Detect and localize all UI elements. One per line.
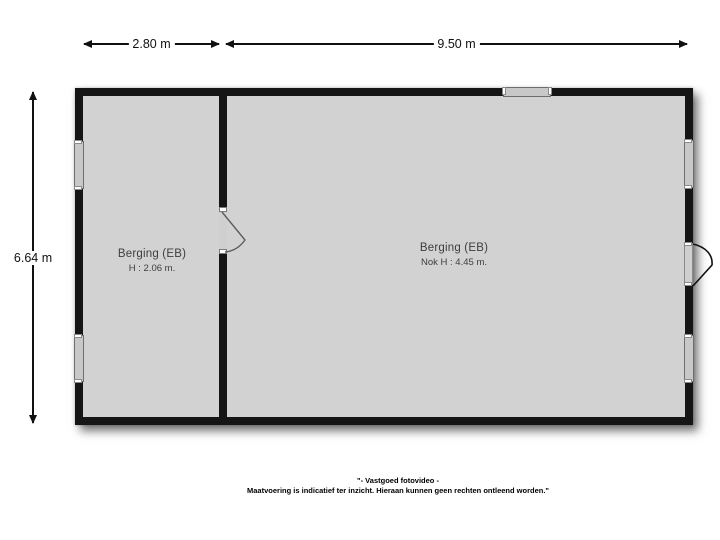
window-jamb-marker <box>74 334 82 338</box>
disclaimer-line2: Maatvoering is indicatief ter inzicht. H… <box>247 485 549 495</box>
arrow-left-icon <box>225 40 234 48</box>
dimension-label-top-left: 2.80 m <box>128 37 175 51</box>
window-left-upper <box>74 140 84 190</box>
room-label-right: Berging (EB) Nok H : 4.45 m. <box>384 242 524 268</box>
door-jamb-marker <box>684 282 692 286</box>
window-jamb-marker <box>684 185 692 189</box>
window-jamb-marker <box>74 379 82 383</box>
room-height-note: Nok H : 4.45 m. <box>421 257 487 268</box>
arrow-up-icon <box>29 91 37 100</box>
room-name: Berging (EB) <box>117 248 187 260</box>
window-jamb-marker <box>502 87 506 95</box>
dimension-label-left: 6.64 m <box>9 250 57 265</box>
interior-door-swing-icon <box>221 211 246 253</box>
arrow-right-icon <box>679 40 688 48</box>
window-jamb-marker <box>684 379 692 383</box>
floor-plan <box>74 87 713 425</box>
window-top <box>502 87 552 97</box>
exterior-door-opening <box>684 242 693 286</box>
window-jamb-marker <box>74 186 82 190</box>
dimension-label-top-right: 9.50 m <box>433 37 480 51</box>
window-left-lower <box>74 334 84 383</box>
room-name: Berging (EB) <box>419 242 489 254</box>
arrow-right-icon <box>211 40 220 48</box>
floor-area <box>83 96 685 417</box>
window-jamb-marker <box>548 87 552 95</box>
disclaimer-line1: "- Vastgoed fotovideo - <box>357 476 439 485</box>
room-height-note: H : 2.06 m. <box>128 263 176 274</box>
dimension-line-left: 6.64 m <box>9 91 57 424</box>
interior-wall-upper <box>219 96 227 210</box>
window-jamb-marker <box>684 334 692 338</box>
dimension-line-top-right: 9.50 m <box>225 37 688 51</box>
window-right-lower <box>684 334 694 383</box>
door-jamb-marker <box>219 207 227 212</box>
window-jamb-marker <box>684 139 692 143</box>
window-right-upper <box>684 139 694 189</box>
interior-wall-lower <box>219 252 227 417</box>
footer-disclaimer: "- Vastgoed fotovideo - Maatvoering is i… <box>148 476 648 495</box>
room-label-left: Berging (EB) H : 2.06 m. <box>82 248 222 274</box>
exterior-door-swing-icon <box>692 243 713 287</box>
door-jamb-marker <box>684 242 692 246</box>
arrow-down-icon <box>29 415 37 424</box>
arrow-left-icon <box>83 40 92 48</box>
interior-door-opening <box>219 210 227 252</box>
dimension-line-top-left: 2.80 m <box>83 37 220 51</box>
window-jamb-marker <box>74 140 82 144</box>
